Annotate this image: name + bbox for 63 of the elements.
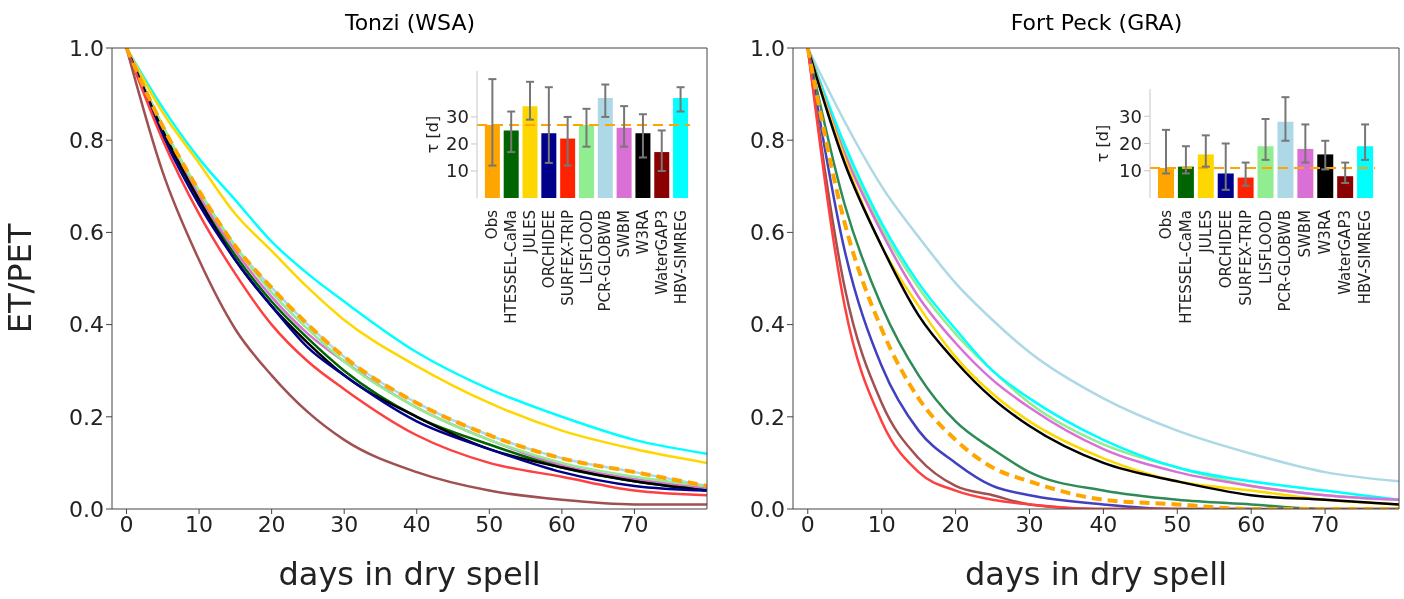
y-tick-label: 0.4 [69, 312, 104, 338]
x-tick-label: HTESSEL-CaMa [502, 210, 521, 324]
x-tick-label: HTESSEL-CaMa [1176, 210, 1195, 324]
x-tick-label: JULES [521, 210, 540, 254]
x-tick-label: 0 [800, 511, 815, 537]
x-tick-label: 50 [475, 511, 504, 537]
y-tick-label: 30 [446, 106, 469, 128]
x-tick-label: LISFLOOD [577, 210, 596, 284]
x-tick-label: W3RA [633, 209, 652, 255]
x-tick-label: Obs [1156, 209, 1175, 240]
x-tick-label: SWBM [1296, 210, 1315, 258]
y-tick-label: 10 [1119, 160, 1142, 182]
x-tick-label: 0 [119, 511, 134, 537]
x-tick-label: HBV-SIMREG [1356, 210, 1375, 305]
y-axis-title: ET/PET [1, 223, 40, 334]
x-tick-label: WaterGAP3 [652, 210, 671, 295]
y-tick-label: 30 [1119, 105, 1142, 127]
x-tick-label: ORCHIDEE [1216, 210, 1235, 289]
x-tick-label: 20 [941, 511, 970, 537]
x-tick-label: LISFLOOD [1256, 210, 1275, 284]
x-tick-label: WaterGAP3 [1336, 210, 1355, 295]
x-tick-label: SWBM [615, 210, 634, 258]
x-tick-label: 10 [867, 511, 896, 537]
y-axis-title: τ [d] [1092, 124, 1112, 163]
x-tick-label: 30 [1015, 511, 1044, 537]
x-tick-label: 40 [402, 511, 431, 537]
x-tick-label: 30 [330, 511, 359, 537]
x-tick-label: ORCHIDEE [539, 210, 558, 289]
x-tick-label: 50 [1163, 511, 1192, 537]
y-tick-label: 1.0 [750, 35, 785, 61]
y-tick-label: 0.4 [750, 312, 785, 338]
x-tick-label: Obs [483, 209, 502, 240]
x-tick-label: 20 [257, 511, 286, 537]
x-tick-label: SURFEX-TRIP [558, 210, 577, 306]
y-tick-label: 0.6 [750, 220, 785, 246]
y-tick-label: 0.2 [750, 404, 785, 430]
x-axis-title: days in dry spell [964, 555, 1228, 593]
y-tick-label: 0.0 [750, 496, 785, 522]
x-tick-label: HBV-SIMREG [671, 210, 690, 305]
y-tick-label: 1.0 [69, 35, 104, 61]
y-tick-label: 0.0 [69, 496, 104, 522]
y-tick-label: 0.6 [69, 220, 104, 246]
chart-title: Fort Peck (GRA) [1009, 10, 1184, 35]
y-axis-title: τ [d] [422, 115, 442, 154]
y-tick-label: 10 [446, 160, 469, 182]
y-tick-label: 0.8 [750, 128, 785, 154]
y-tick-label: 20 [1119, 132, 1142, 154]
x-tick-label: 10 [185, 511, 214, 537]
x-tick-label: W3RA [1316, 209, 1335, 255]
x-tick-label: PCR-GLOBWB [596, 210, 615, 312]
y-tick-label: 20 [446, 133, 469, 155]
x-tick-label: 70 [1311, 511, 1340, 537]
x-tick-label: PCR-GLOBWB [1276, 210, 1295, 312]
x-tick-label: 60 [1237, 511, 1266, 537]
x-tick-label: SURFEX-TRIP [1236, 210, 1255, 306]
y-tick-label: 0.8 [69, 128, 104, 154]
x-axis-title: days in dry spell [278, 555, 541, 593]
chart-title: Tonzi (WSA) [343, 10, 477, 35]
y-tick-label: 0.2 [69, 404, 104, 430]
x-tick-label: JULES [1196, 210, 1215, 254]
x-tick-label: 40 [1089, 511, 1118, 537]
x-tick-label: 70 [620, 511, 649, 537]
x-tick-label: 60 [547, 511, 576, 537]
